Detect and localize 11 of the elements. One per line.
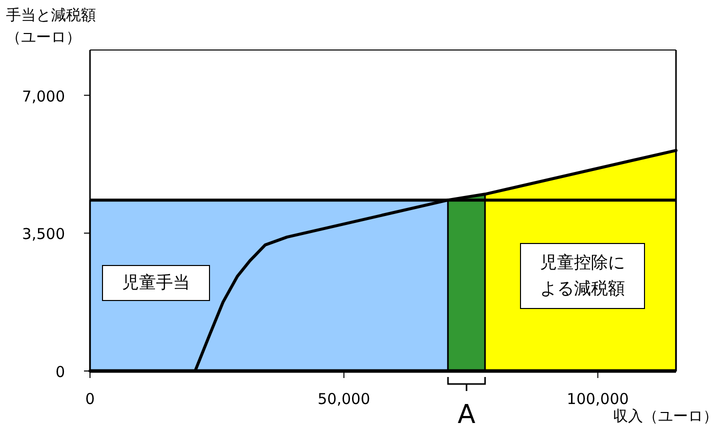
- y-tick-label: 3,500: [22, 225, 65, 244]
- label: 児童手当: [102, 265, 210, 301]
- label: 児童控除による減税額: [520, 243, 645, 309]
- y-tick-label: 7,000: [22, 87, 65, 106]
- x-axis-title: 収入（ユーロ）: [613, 407, 718, 425]
- x-tick-label: 100,000: [566, 390, 629, 408]
- bracket: A: [447, 376, 486, 426]
- x-tick-label: 50,000: [318, 390, 370, 408]
- x-tick-label: 0: [85, 390, 95, 408]
- y-tick-label: 0: [55, 363, 65, 381]
- y-axis-title: 手当と減税額（ユーロ）: [6, 5, 97, 48]
